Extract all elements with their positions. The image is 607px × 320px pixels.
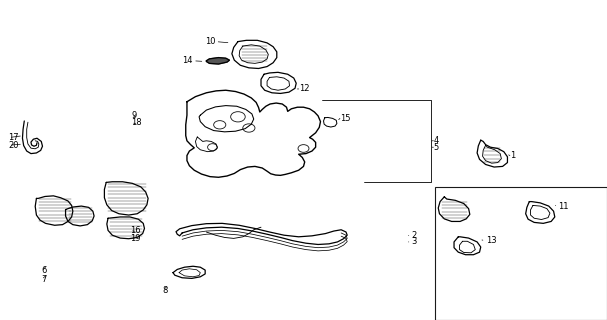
- Text: 2: 2: [412, 231, 417, 240]
- Text: 12: 12: [299, 84, 309, 93]
- Text: 6: 6: [41, 266, 47, 275]
- Text: 13: 13: [486, 236, 497, 245]
- Text: 3: 3: [412, 237, 417, 246]
- Text: 1: 1: [510, 151, 515, 160]
- Text: 15: 15: [340, 114, 350, 123]
- Text: 9: 9: [131, 111, 137, 120]
- Text: 4: 4: [433, 136, 439, 145]
- Text: 18: 18: [131, 118, 142, 127]
- Text: 5: 5: [433, 143, 439, 152]
- Text: 7: 7: [41, 275, 47, 284]
- Text: 20: 20: [8, 141, 19, 150]
- Text: 16: 16: [130, 226, 141, 235]
- Text: 11: 11: [558, 202, 569, 211]
- Text: 10: 10: [205, 37, 215, 46]
- Text: 14: 14: [183, 56, 193, 65]
- Text: 19: 19: [130, 234, 140, 243]
- Polygon shape: [206, 58, 229, 64]
- Bar: [435, 187, 607, 320]
- Text: 8: 8: [163, 286, 168, 295]
- Text: 17: 17: [8, 133, 19, 142]
